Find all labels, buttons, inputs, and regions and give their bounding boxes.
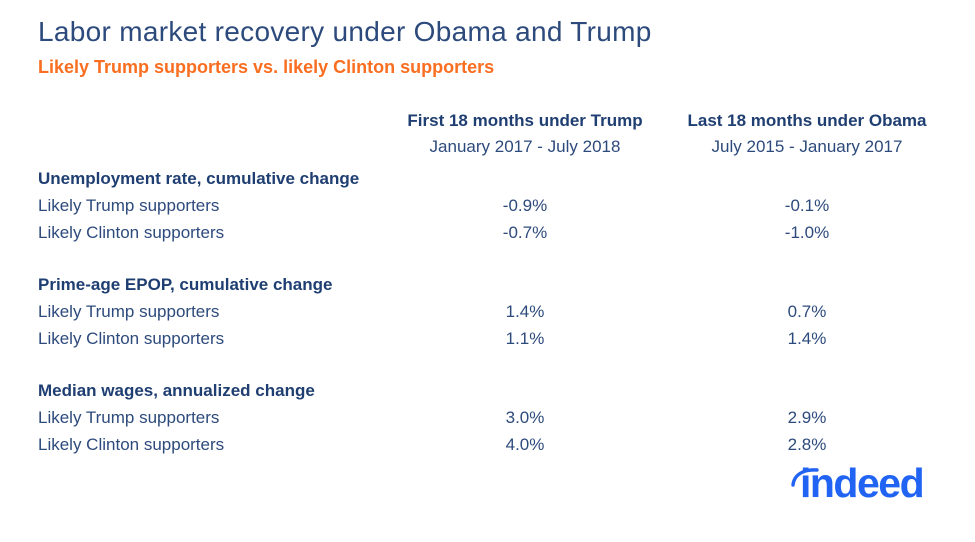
value-trump-period: -0.9%	[502, 196, 548, 215]
row-label: Likely Trump supporters	[38, 196, 220, 215]
column-gap	[650, 108, 682, 133]
value-trump-period: 1.4%	[505, 302, 545, 321]
indeed-logo: indeed	[791, 460, 941, 516]
table-row: Likely Clinton supporters 4.0% 2.8%	[38, 431, 932, 458]
row-label: Likely Clinton supporters	[38, 329, 225, 348]
column-period-obama: July 2015 - January 2017	[711, 137, 903, 156]
page-subtitle: Likely Trump supporters vs. likely Clint…	[38, 57, 495, 77]
column-gap	[650, 219, 682, 246]
column-header-obama: Last 18 months under Obama	[687, 111, 927, 130]
value-trump-period: 4.0%	[505, 435, 545, 454]
value-trump-period: 1.1%	[505, 329, 545, 348]
table-row: Likely Clinton supporters 1.1% 1.4%	[38, 325, 932, 352]
section-prime-age-epop: Prime-age EPOP, cumulative change Likely…	[38, 271, 932, 352]
section-header: Unemployment rate, cumulative change	[38, 169, 360, 188]
column-period-trump: January 2017 - July 2018	[429, 137, 621, 156]
data-table: First 18 months under Trump Last 18 mont…	[38, 108, 932, 458]
table-row: Likely Trump supporters 1.4% 0.7%	[38, 298, 932, 325]
section-header-row: Median wages, annualized change	[38, 377, 932, 404]
section-median-wages: Median wages, annualized change Likely T…	[38, 377, 932, 458]
row-label: Likely Clinton supporters	[38, 223, 225, 242]
section-header-row: Prime-age EPOP, cumulative change	[38, 271, 932, 298]
section-unemployment-rate: Unemployment rate, cumulative change Lik…	[38, 165, 932, 246]
column-gap	[650, 192, 682, 219]
section-header-row: Unemployment rate, cumulative change	[38, 165, 932, 192]
value-obama-period: 0.7%	[787, 302, 827, 321]
value-obama-period: 2.8%	[787, 435, 827, 454]
row-label: Likely Clinton supporters	[38, 435, 225, 454]
row-label: Likely Trump supporters	[38, 302, 220, 321]
row-label: Likely Trump supporters	[38, 408, 220, 427]
section-header: Prime-age EPOP, cumulative change	[38, 275, 333, 294]
table-row: Likely Trump supporters -0.9% -0.1%	[38, 192, 932, 219]
value-obama-period: -0.1%	[784, 196, 830, 215]
section-header: Median wages, annualized change	[38, 381, 315, 400]
column-gap	[650, 325, 682, 352]
column-gap	[650, 404, 682, 431]
table-row: Likely Trump supporters 3.0% 2.9%	[38, 404, 932, 431]
page-title: Labor market recovery under Obama and Tr…	[38, 16, 652, 47]
value-obama-period: 2.9%	[787, 408, 827, 427]
column-period-row: January 2017 - July 2018 July 2015 - Jan…	[38, 133, 932, 160]
value-trump-period: -0.7%	[502, 223, 548, 242]
column-gap	[650, 133, 682, 160]
value-obama-period: -1.0%	[784, 223, 830, 242]
column-period-spacer	[38, 133, 400, 160]
value-trump-period: 3.0%	[505, 408, 545, 427]
indeed-logo-text: indeed	[800, 460, 925, 506]
column-header-row: First 18 months under Trump Last 18 mont…	[38, 108, 932, 133]
value-obama-period: 1.4%	[787, 329, 827, 348]
column-header-trump: First 18 months under Trump	[407, 111, 643, 130]
column-header-spacer	[38, 108, 400, 133]
table-row: Likely Clinton supporters -0.7% -1.0%	[38, 219, 932, 246]
column-gap	[650, 298, 682, 325]
indeed-arc-icon	[791, 468, 819, 487]
column-gap	[650, 431, 682, 458]
